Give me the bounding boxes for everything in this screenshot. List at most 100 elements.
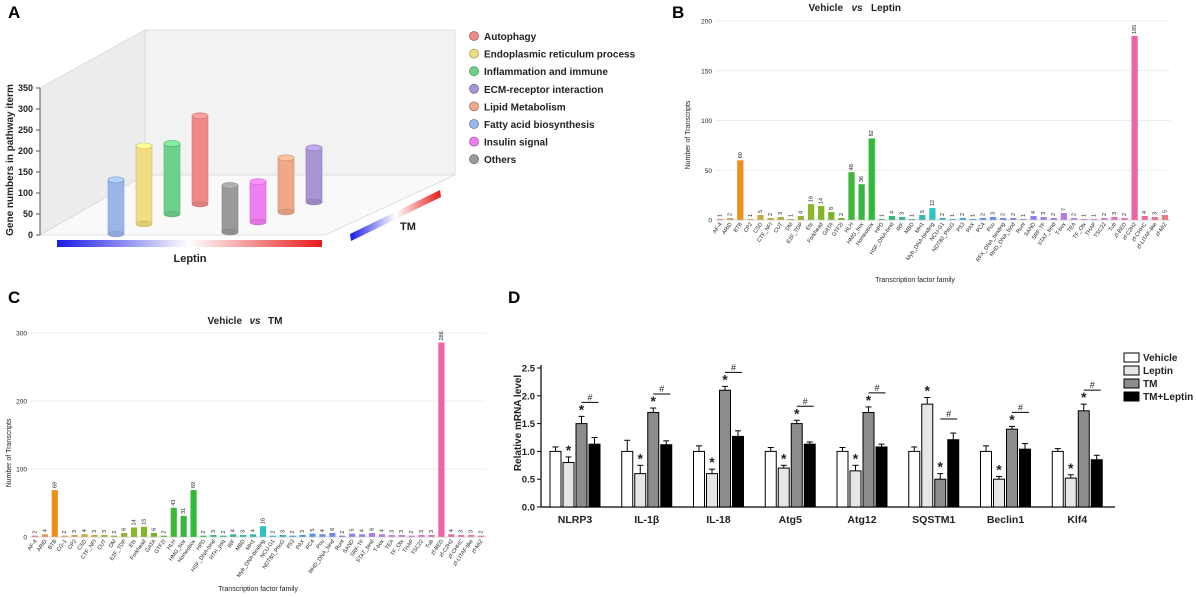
c-chart-bar-44 [468, 534, 475, 537]
b-chart-bar-label-42: 4 [1142, 211, 1148, 214]
d-legend-swatch-3 [1123, 391, 1140, 402]
panel-a-ytick-label: 350 [18, 83, 33, 93]
panel-a-bar-leptin-2 [163, 140, 181, 218]
c-chart-bar-label-32: 5 [350, 529, 356, 532]
panel-a-bar-leptin-1 [135, 142, 153, 228]
panel-c-title-right: TM [268, 316, 282, 327]
panel-a-bar-leptin-3 [191, 112, 209, 208]
panel-a-ytick-label: 100 [18, 188, 33, 198]
b-chart-bar-label-41: 185 [1132, 25, 1138, 34]
panel-a-bar-base [305, 198, 323, 206]
panel-a-bar-base [163, 210, 181, 218]
d-legend-label-1: Leptin [1143, 366, 1173, 377]
c-chart-bar-label-45: 2 [479, 531, 485, 534]
b-chart-bar-label-35: 2 [1071, 213, 1077, 216]
c-chart-bar-label-24: 2 [270, 531, 276, 534]
b-chart-bar-label-21: 12 [930, 200, 936, 206]
c-chart-bar-label-38: 2 [409, 531, 415, 534]
d-ytick-label: 0.0 [522, 503, 535, 514]
panel-a-bar-top [249, 178, 267, 185]
panel-b-title-mid: vs [851, 3, 863, 14]
b-chart-bar-label-19: 1 [910, 214, 916, 217]
c-chart-xtick-label-20: IRF [227, 538, 237, 549]
c-chart-bar-6 [91, 534, 98, 537]
c-chart-xtick-label-40: Tub [425, 539, 435, 550]
c-chart-bar-label-23: 16 [260, 518, 266, 524]
d-bar-0-2 [575, 423, 588, 508]
d-bar-4-3 [875, 446, 888, 508]
c-chart-bar-label-8: 2 [112, 531, 118, 534]
b-chart-ytick-label: 150 [701, 68, 712, 75]
d-bar-1-0 [621, 450, 634, 508]
b-chart-bar-41 [1131, 35, 1138, 220]
b-chart-bar-5 [767, 218, 774, 220]
d-bar-7-1 [1064, 477, 1077, 508]
c-chart-xtick-label-29: Pou [316, 539, 327, 550]
d-bar-4-1 [849, 470, 862, 508]
d-star-leptin-1: * [638, 450, 644, 466]
b-chart-bar-label-37: 1 [1092, 214, 1098, 217]
panel-a-bar-body [305, 147, 323, 203]
b-chart-bar-label-39: 3 [1112, 212, 1118, 215]
legend-swatch-0 [469, 31, 479, 41]
panel-a-bar-base [135, 220, 153, 228]
c-chart-ytick-label: 0 [23, 535, 27, 542]
d-star-tm-5: * [938, 459, 944, 475]
d-hash-7: # [1090, 380, 1095, 390]
panel-a-bar-body [135, 145, 153, 225]
panel-a: A 0 50 100 150 200 250 300 350 Gene numbers in … [5, 3, 636, 265]
b-chart-bar-label-26: 2 [980, 213, 986, 216]
d-xtick-label-2: IL-18 [706, 514, 731, 526]
c-chart-bar-label-33: 4 [360, 529, 366, 532]
d-hash-4: # [874, 383, 879, 393]
c-chart-bar-43 [458, 534, 465, 537]
c-chart-bar-29 [319, 534, 326, 537]
panel-label-c: C [8, 288, 20, 307]
c-chart-bar-label-39: 3 [419, 530, 425, 533]
c-chart-bar-label-44: 3 [469, 530, 475, 533]
c-chart-xtick-label-13: GTF2I [154, 538, 168, 555]
c-chart-bar-16 [190, 490, 197, 537]
b-chart-bar-label-22: 2 [940, 213, 946, 216]
b-chart-bar-label-11: 8 [829, 207, 835, 210]
c-chart-xtick-label-3: CG-1 [56, 539, 68, 553]
b-chart-xtick-label-3: CP2 [743, 222, 754, 234]
d-star-tm-0: * [579, 401, 585, 417]
b-chart-xtick-label-35: TEA [1067, 221, 1078, 233]
c-chart-xtick-label-14: HLH [166, 539, 177, 551]
c-chart-bar-label-36: 3 [389, 530, 395, 533]
panel-a-bar-body [277, 157, 295, 213]
leptin-axis-label: Leptin [174, 253, 207, 265]
c-chart-bar-label-41: 286 [439, 331, 445, 340]
d-star-tm-4: * [866, 392, 872, 408]
b-chart-bar-23 [949, 219, 956, 220]
d-legend-swatch-1 [1123, 365, 1140, 376]
d-bar-6-1 [993, 478, 1005, 508]
b-chart-bar-label-40: 2 [1122, 213, 1128, 216]
b-chart-bar-label-9: 16 [809, 196, 815, 202]
b-chart-bar-0 [716, 219, 724, 220]
c-chart-bar-label-29: 4 [320, 529, 326, 532]
c-chart-bar-25 [279, 534, 286, 537]
panel-a-bar-body [221, 185, 239, 233]
c-chart-ytick-label: 200 [16, 399, 27, 406]
d-xtick-label-5: SQSTM1 [912, 514, 955, 526]
c-chart-ytick-label: 100 [16, 467, 27, 474]
legend-swatch-1 [469, 48, 479, 59]
d-bar-3-2 [790, 423, 803, 508]
b-chart-xtick-label-16: HPD [874, 222, 886, 235]
legend-label-3: ECM-receptor interaction [484, 85, 603, 96]
d-xtick-label-1: IL-1β [634, 514, 660, 526]
d-bar-1-3 [660, 444, 673, 508]
b-chart-xtick-label-20: MH1 [914, 222, 926, 235]
c-chart-bar-32 [349, 533, 356, 537]
b-chart-bar-label-36: 1 [1082, 214, 1088, 217]
d-bar-7-0 [1051, 450, 1064, 508]
panel-a-bar-body [163, 143, 181, 215]
c-chart-bar-0 [31, 535, 39, 537]
b-chart-bar-12 [838, 218, 845, 220]
b-chart-bar-3 [747, 219, 754, 220]
c-chart-bar-label-16: 69 [191, 482, 197, 488]
b-chart-xtick-label-0: AF-4 [712, 222, 724, 235]
d-bar-5-1 [921, 403, 934, 508]
